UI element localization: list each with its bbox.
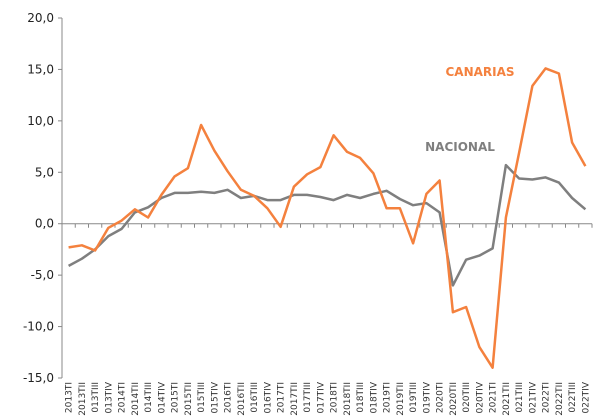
x-tick-label: 020TIV [475,381,485,413]
x-tick-label: 018TIII [356,382,366,413]
x-tick-label: 2018TI [330,382,340,413]
x-tick-label: 2019TII [396,382,406,416]
series-label: CANARIAS [445,65,514,79]
x-tick-label: 2021TII [502,382,512,416]
x-tick-label: 2013TII [78,382,88,416]
y-tick-label: 0,0 [35,217,54,231]
x-tick-label: 2015TI [171,382,181,413]
x-tick-label: 019TIII [409,382,419,413]
x-tick-label: 2015TII [184,382,194,416]
x-tick-label: 014TIII [144,382,154,413]
x-tick-label: 015TIV [210,381,220,413]
x-tick-label: 2014TI [118,382,128,413]
x-tick-label: 017TIV [316,381,326,413]
x-tick-label: 015TIII [197,382,207,413]
series-line [68,163,587,287]
x-tick-label: 016TIII [250,382,260,413]
x-tick-label: 018TIV [369,381,379,413]
x-tick-label: 013TIII [91,382,101,413]
x-tick-label: 2017TII [290,382,300,416]
x-tick-label: 2022TII [555,382,565,416]
x-tick-label: 2016TI [224,382,234,413]
series-label: NACIONAL [425,140,495,154]
series-line [68,67,587,369]
x-tick-label: 2019TI [383,382,393,413]
x-tick-label: 2018TII [343,382,353,416]
x-tick-label: 021TIII [515,382,525,413]
y-tick-label: 20,0 [27,11,54,25]
x-tick-label: 2013TI [65,382,75,413]
x-tick-label: 014TIV [157,381,167,413]
y-tick-label: -5,0 [31,268,54,282]
x-tick-label: 020TIII [462,382,472,413]
x-tick-label: 2020TI [436,382,446,413]
x-tick-label: 2020TII [449,382,459,416]
x-tick-label: 022TIII [568,382,578,413]
x-tick-label: 2016TII [237,382,247,416]
x-tick-label: 019TIV [422,381,432,413]
x-tick-label: 2021TI [489,382,499,413]
x-tick-label: 2014TII [131,382,141,416]
x-tick-label: 017TIII [303,382,313,413]
x-tick-label: 013TIV [104,381,114,413]
y-tick-label: -15,0 [23,371,54,385]
y-tick-label: 10,0 [27,114,54,128]
x-tick-label: 016TIV [263,381,273,413]
x-tick-label: 021TIV [528,381,538,413]
x-tick-label: 2017TI [277,382,287,413]
y-tick-label: 5,0 [35,165,54,179]
x-tick-label: 2022TI [542,382,552,413]
y-tick-label: 15,0 [27,62,54,76]
y-tick-label: -10,0 [23,320,54,334]
x-tick-label: 022TIV [581,381,591,413]
